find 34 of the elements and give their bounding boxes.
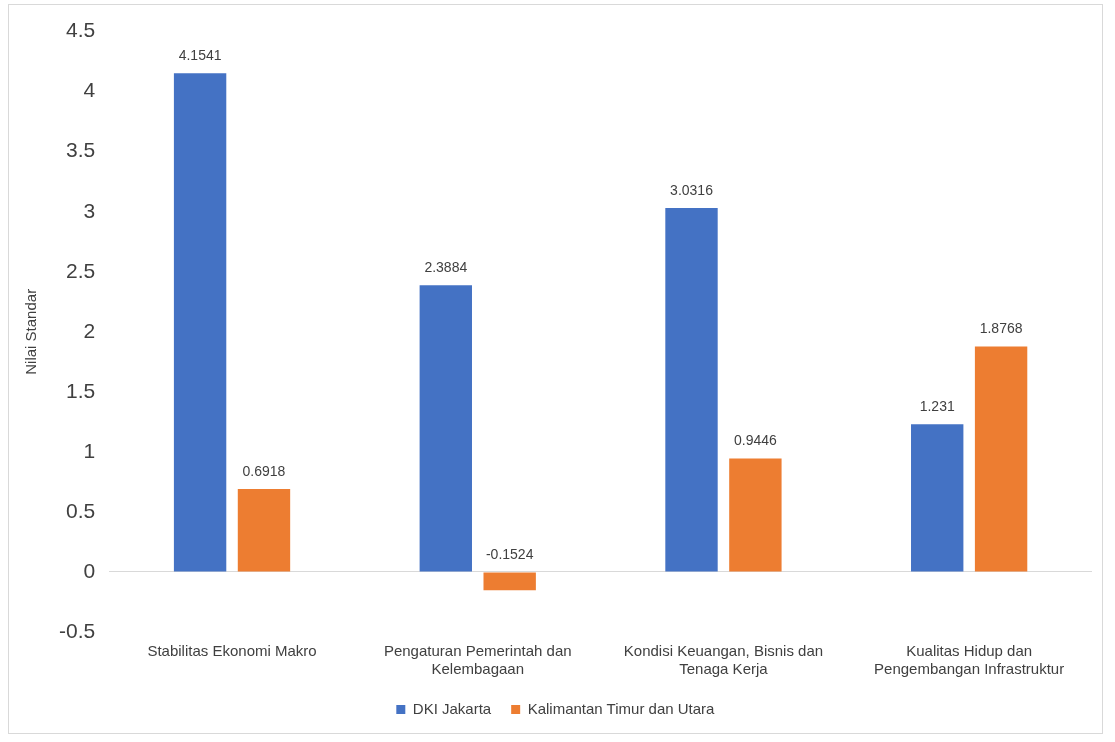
y-tick-label: 1.5 (65, 378, 96, 402)
y-tick-label: 2 (83, 318, 96, 342)
y-tick-label: 2.5 (65, 258, 96, 282)
data-label: 3.0316 (670, 181, 714, 198)
y-tick-label: 3.5 (65, 138, 96, 162)
x-tick-label: Stabilitas Ekonomi Makro (147, 642, 317, 660)
bar (237, 488, 291, 572)
bar (419, 285, 472, 572)
y-axis-title: Nilai Standar (22, 288, 40, 375)
y-tick-label: -0.5 (59, 618, 96, 642)
data-label: 1.231 (919, 398, 955, 414)
bar (974, 346, 1028, 572)
data-label: 0.9446 (733, 432, 778, 449)
y-tick-label: 0 (83, 558, 96, 582)
bar (483, 572, 536, 591)
bar (173, 73, 227, 572)
data-label: 2.3884 (424, 259, 468, 276)
y-tick-label: 1 (83, 438, 96, 462)
bar (729, 458, 782, 572)
x-tick-label: Kondisi Keuangan, Bisnis dan Tenaga Kerja (623, 642, 824, 678)
bar (911, 424, 964, 572)
bar (665, 207, 718, 572)
y-tick-label: 3 (83, 198, 96, 222)
data-label: 1.8768 (979, 320, 1023, 337)
x-tick-label: Kualitas Hidup dan Pengembangan Infrastruktur (874, 642, 1065, 678)
legend-label: Kalimantan Timur dan Utara (527, 699, 716, 717)
data-label: 4.1541 (178, 47, 222, 63)
data-label: 0.6918 (242, 462, 286, 479)
y-tick-label: 0.5 (65, 498, 96, 522)
y-tick-label: 4 (83, 78, 96, 102)
data-label: -0.1524 (485, 545, 534, 562)
legend-label: DKI Jakarta (412, 699, 492, 717)
x-tick-label: Pengaturan Pemerintah dan Kelembagaan (383, 642, 572, 678)
y-tick-label: 4.5 (65, 18, 96, 42)
